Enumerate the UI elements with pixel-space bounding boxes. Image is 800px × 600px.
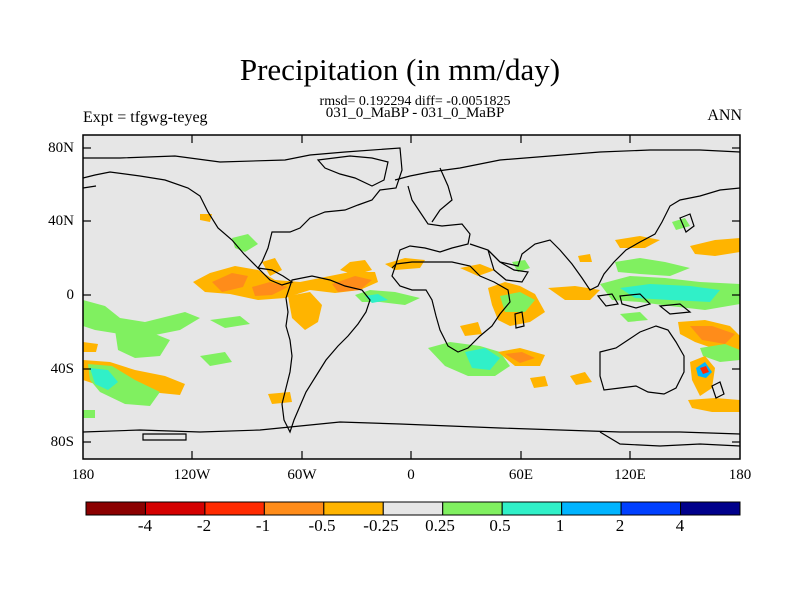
colorbar-swatch xyxy=(144,501,206,516)
anomaly-region xyxy=(83,300,200,336)
colorbar-label: 0.5 xyxy=(489,516,511,535)
x-tick-label: 0 xyxy=(407,467,415,483)
season-label: ANN xyxy=(707,107,742,124)
anomaly-region xyxy=(620,284,720,302)
anomaly-region xyxy=(252,282,288,296)
anomaly-region xyxy=(700,344,740,362)
colorbar-label: -0.25 xyxy=(363,516,399,535)
colorbar-swatch xyxy=(620,501,682,516)
x-tick-label: 120W xyxy=(173,467,211,483)
anomaly-region xyxy=(690,326,735,344)
colorbar-label: 4 xyxy=(675,516,685,535)
colorbar xyxy=(85,501,741,516)
stats-line: rmsd= 0.192294 diff= -0.0051825 xyxy=(319,94,511,109)
anomaly-region xyxy=(578,254,592,262)
anomaly-region xyxy=(700,366,709,374)
anomaly-region xyxy=(268,392,292,404)
x-tick-label: 180 xyxy=(71,467,95,483)
colorbar-swatch xyxy=(85,501,146,516)
colorbar-label: -1 xyxy=(255,516,271,535)
colorbar-swatch xyxy=(561,501,622,516)
anomaly-region xyxy=(548,286,600,300)
colorbar-swatch xyxy=(323,501,384,516)
y-tick-label: 40S xyxy=(50,361,74,377)
anomaly-fields xyxy=(83,214,740,418)
anomaly-region xyxy=(465,348,500,370)
axis-ticks xyxy=(83,135,740,459)
anomaly-region xyxy=(212,273,248,292)
anomaly-region xyxy=(615,236,660,248)
anomaly-region xyxy=(615,258,690,276)
anomaly-region xyxy=(200,214,212,222)
colorbar-label: 2 xyxy=(615,516,625,535)
anomaly-region xyxy=(288,292,322,330)
colorbar-label: 0.25 xyxy=(425,516,455,535)
anomaly-region xyxy=(690,238,740,256)
y-tick-label: 80N xyxy=(48,140,74,156)
anomaly-region xyxy=(530,376,548,388)
x-tick-label: 60W xyxy=(287,467,317,483)
colorbar-swatch xyxy=(204,501,265,516)
anomaly-region xyxy=(115,330,170,358)
anomaly-region xyxy=(210,316,250,328)
anomaly-region xyxy=(365,294,388,303)
colorbar-label: -2 xyxy=(196,516,212,535)
anomaly-region xyxy=(460,264,495,276)
x-tick-label: 60E xyxy=(508,467,534,483)
anomaly-region xyxy=(620,312,648,322)
x-tick-label: 120E xyxy=(614,467,646,483)
colorbar-swatch xyxy=(442,501,503,516)
colorbar-swatch xyxy=(501,501,563,516)
case-line: 031_0_MaBP - 031_0_MaBP xyxy=(325,105,505,121)
anomaly-region xyxy=(512,260,530,272)
x-tick-label: 180 xyxy=(728,467,752,483)
anomaly-region xyxy=(672,218,690,230)
anomaly-region xyxy=(460,322,482,336)
anomaly-region xyxy=(332,276,372,292)
colorbar-label: -4 xyxy=(137,516,153,535)
y-tick-label: 80S xyxy=(50,434,74,450)
colorbar-swatch xyxy=(382,501,444,516)
anomaly-region xyxy=(262,258,282,276)
map-title: Precipitation (in mm/day) xyxy=(239,52,561,87)
anomaly-region xyxy=(505,352,535,363)
anomaly-region xyxy=(570,372,592,385)
colorbar-swatch xyxy=(680,501,741,516)
anomaly-region xyxy=(83,410,95,418)
y-tick-label: 40N xyxy=(48,213,74,229)
y-tick-label: 0 xyxy=(66,287,75,303)
anomaly-region xyxy=(200,352,232,366)
experiment-label: Expt = tfgwg-teyeg xyxy=(83,109,208,126)
coastlines xyxy=(82,147,741,447)
anomaly-region xyxy=(90,368,118,390)
anomaly-region xyxy=(688,398,740,412)
colorbar-label: 1 xyxy=(555,516,565,535)
anomaly-region xyxy=(83,342,98,352)
colorbar-label: -0.5 xyxy=(308,516,336,535)
anomaly-region xyxy=(340,260,372,275)
colorbar-swatch xyxy=(263,501,325,516)
